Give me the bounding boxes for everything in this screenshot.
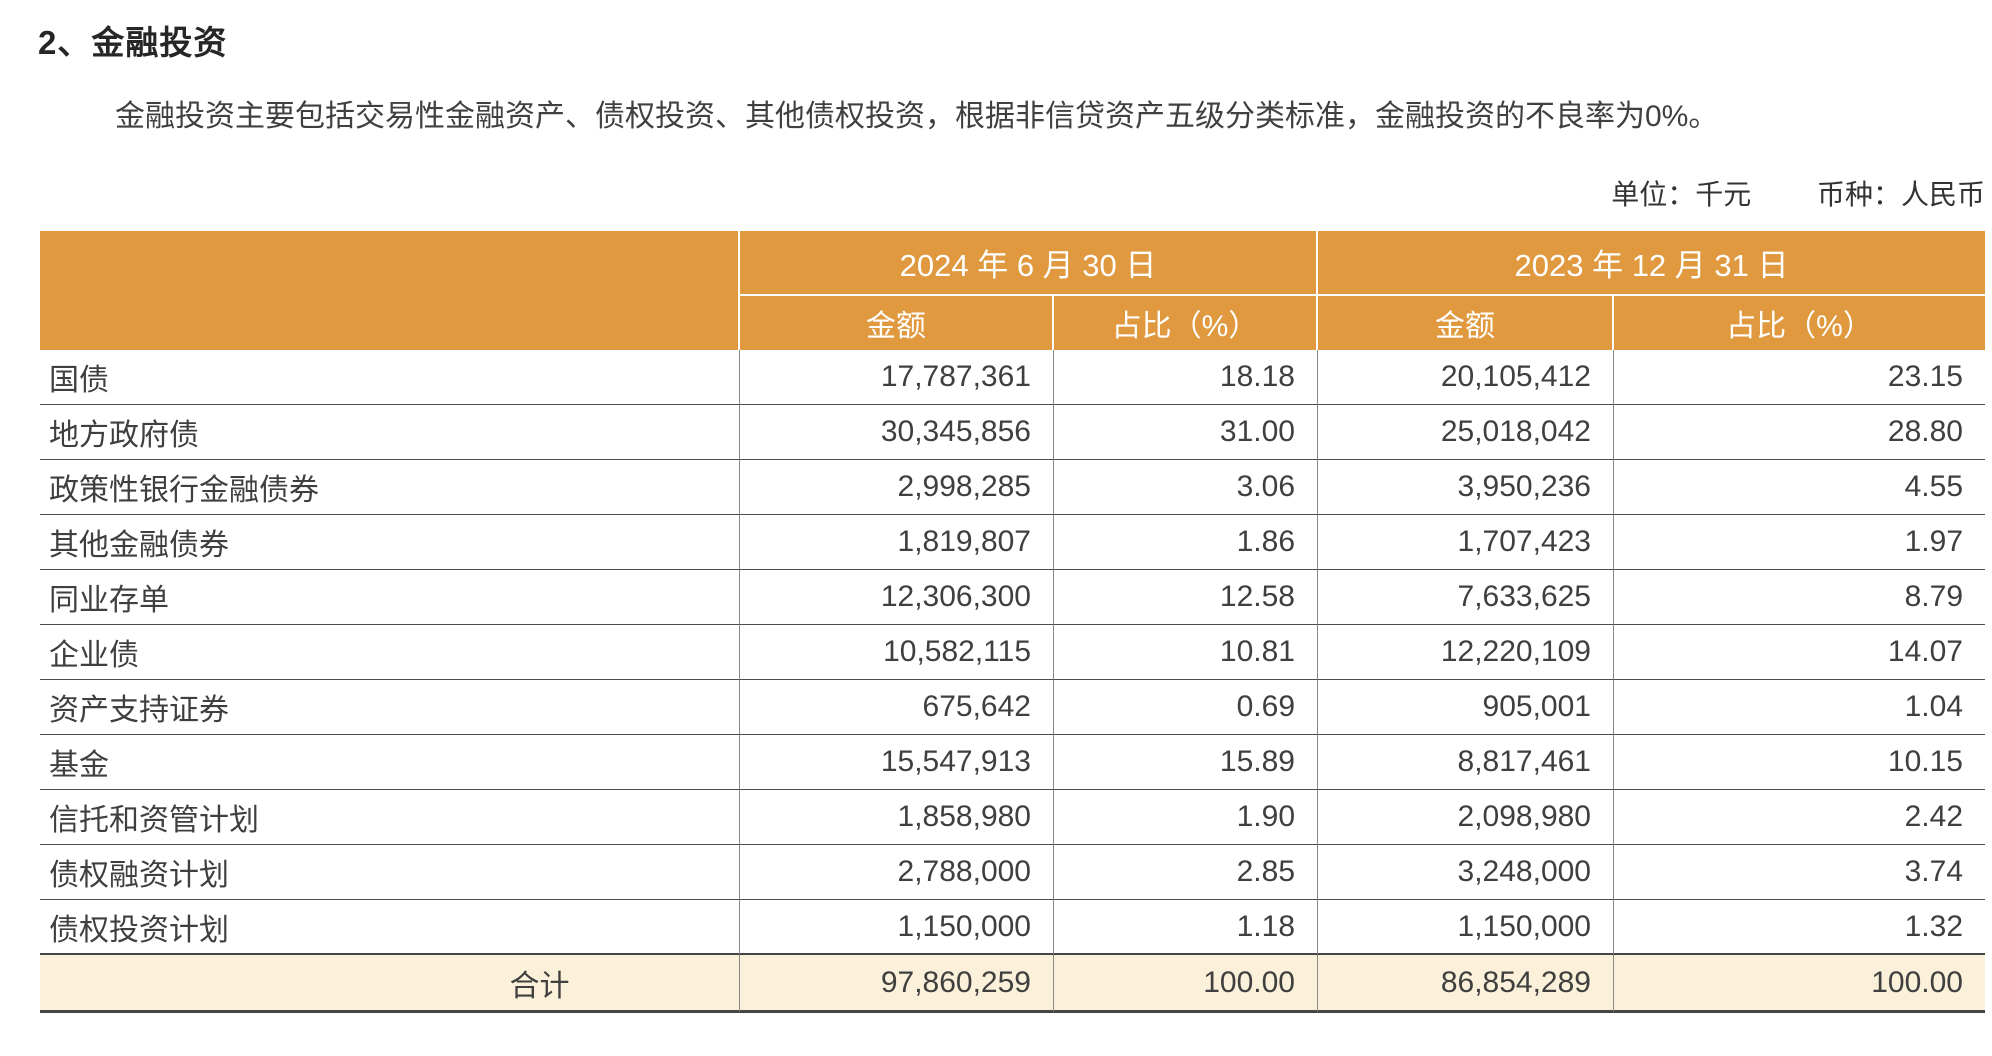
table-row: 国债 17,787,361 18.18 20,105,412 23.15 xyxy=(40,350,1985,405)
subheader-amount-2023: 金额 xyxy=(1318,296,1614,350)
amount-2024-cell: 675,642 xyxy=(740,680,1054,735)
amount-2023-cell: 8,817,461 xyxy=(1318,735,1614,790)
pct-2023-cell: 3.74 xyxy=(1614,845,1985,900)
table-row: 基金 15,547,913 15.89 8,817,461 10.15 xyxy=(40,735,1985,790)
row-label: 基金 xyxy=(40,735,740,790)
subheader-amount-2024: 金额 xyxy=(740,296,1054,350)
row-label: 同业存单 xyxy=(40,570,740,625)
pct-2024-cell: 12.58 xyxy=(1054,570,1318,625)
amount-2023-cell: 25,018,042 xyxy=(1318,405,1614,460)
pct-2023-cell: 1.97 xyxy=(1614,515,1985,570)
total-label: 合计 xyxy=(40,955,740,1013)
pct-2024-cell: 31.00 xyxy=(1054,405,1318,460)
row-label: 债权投资计划 xyxy=(40,900,740,955)
amount-2024-cell: 2,788,000 xyxy=(740,845,1054,900)
amount-2024-cell: 17,787,361 xyxy=(740,350,1054,405)
pct-2024-cell: 1.86 xyxy=(1054,515,1318,570)
row-label: 债权融资计划 xyxy=(40,845,740,900)
currency-label: 币种：人民币 xyxy=(1816,179,1985,210)
pct-2024-cell: 10.81 xyxy=(1054,625,1318,680)
amount-2024-cell: 10,582,115 xyxy=(740,625,1054,680)
pct-2023-cell: 8.79 xyxy=(1614,570,1985,625)
amount-2024-cell: 1,858,980 xyxy=(740,790,1054,845)
amount-2023-cell: 7,633,625 xyxy=(1318,570,1614,625)
row-label: 政策性银行金融债券 xyxy=(40,460,740,515)
table-row: 企业债 10,582,115 10.81 12,220,109 14.07 xyxy=(40,625,1985,680)
row-label: 国债 xyxy=(40,350,740,405)
subheader-pct-2024: 占比（%） xyxy=(1054,296,1318,350)
total-pct-2024: 100.00 xyxy=(1054,955,1318,1013)
pct-2023-cell: 2.42 xyxy=(1614,790,1985,845)
row-label: 信托和资管计划 xyxy=(40,790,740,845)
header-date-2024: 2024 年 6 月 30 日 xyxy=(740,231,1318,296)
table-row: 债权融资计划 2,788,000 2.85 3,248,000 3.74 xyxy=(40,845,1985,900)
row-label: 企业债 xyxy=(40,625,740,680)
table-row: 同业存单 12,306,300 12.58 7,633,625 8.79 xyxy=(40,570,1985,625)
total-row: 合计 97,860,259 100.00 86,854,289 100.00 xyxy=(40,955,1985,1013)
header-row-dates: 2024 年 6 月 30 日 2023 年 12 月 31 日 xyxy=(40,231,1985,350)
table-row: 资产支持证券 675,642 0.69 905,001 1.04 xyxy=(40,680,1985,735)
amount-2023-cell: 12,220,109 xyxy=(1318,625,1614,680)
table-row: 债权投资计划 1,150,000 1.18 1,150,000 1.32 xyxy=(40,900,1985,955)
table-row: 政策性银行金融债券 2,998,285 3.06 3,950,236 4.55 xyxy=(40,460,1985,515)
intro-paragraph: 金融投资主要包括交易性金融资产、债权投资、其他债权投资，根据非信贷资产五级分类标… xyxy=(115,100,1719,133)
row-label: 资产支持证券 xyxy=(40,680,740,735)
section-title: 2、金融投资 xyxy=(38,24,228,61)
pct-2024-cell: 0.69 xyxy=(1054,680,1318,735)
header-date-2023: 2023 年 12 月 31 日 xyxy=(1318,231,1985,296)
table-row: 信托和资管计划 1,858,980 1.90 2,098,980 2.42 xyxy=(40,790,1985,845)
total-pct-2023: 100.00 xyxy=(1614,955,1985,1013)
row-label: 其他金融债券 xyxy=(40,515,740,570)
unit-note: 单位：千元 币种：人民币 xyxy=(0,173,1985,213)
amount-2024-cell: 30,345,856 xyxy=(740,405,1054,460)
amount-2024-cell: 2,998,285 xyxy=(740,460,1054,515)
financial-investment-table: 2024 年 6 月 30 日 2023 年 12 月 31 日 金额 占比（%… xyxy=(40,231,1985,1013)
pct-2023-cell: 4.55 xyxy=(1614,460,1985,515)
table-row: 其他金融债券 1,819,807 1.86 1,707,423 1.97 xyxy=(40,515,1985,570)
pct-2024-cell: 1.18 xyxy=(1054,900,1318,955)
pct-2023-cell: 1.04 xyxy=(1614,680,1985,735)
amount-2024-cell: 15,547,913 xyxy=(740,735,1054,790)
subheader-pct-2023: 占比（%） xyxy=(1614,296,1985,350)
amount-2023-cell: 905,001 xyxy=(1318,680,1614,735)
amount-2024-cell: 1,819,807 xyxy=(740,515,1054,570)
pct-2024-cell: 1.90 xyxy=(1054,790,1318,845)
pct-2023-cell: 10.15 xyxy=(1614,735,1985,790)
amount-2023-cell: 3,248,000 xyxy=(1318,845,1614,900)
unit-label: 单位：千元 xyxy=(1611,179,1752,210)
table-row: 地方政府债 30,345,856 31.00 25,018,042 28.80 xyxy=(40,405,1985,460)
pct-2024-cell: 18.18 xyxy=(1054,350,1318,405)
pct-2024-cell: 15.89 xyxy=(1054,735,1318,790)
amount-2023-cell: 1,707,423 xyxy=(1318,515,1614,570)
total-amount-2024: 97,860,259 xyxy=(740,955,1054,1013)
amount-2023-cell: 20,105,412 xyxy=(1318,350,1614,405)
amount-2024-cell: 1,150,000 xyxy=(740,900,1054,955)
pct-2023-cell: 14.07 xyxy=(1614,625,1985,680)
total-amount-2023: 86,854,289 xyxy=(1318,955,1614,1013)
amount-2023-cell: 2,098,980 xyxy=(1318,790,1614,845)
amount-2023-cell: 1,150,000 xyxy=(1318,900,1614,955)
amount-2024-cell: 12,306,300 xyxy=(740,570,1054,625)
header-corner-cell xyxy=(40,231,740,350)
pct-2024-cell: 2.85 xyxy=(1054,845,1318,900)
header-row-subcolumns: 金额 占比（%） 金额 占比（%） xyxy=(40,296,1985,350)
pct-2023-cell: 23.15 xyxy=(1614,350,1985,405)
pct-2023-cell: 1.32 xyxy=(1614,900,1985,955)
pct-2024-cell: 3.06 xyxy=(1054,460,1318,515)
amount-2023-cell: 3,950,236 xyxy=(1318,460,1614,515)
pct-2023-cell: 28.80 xyxy=(1614,405,1985,460)
row-label: 地方政府债 xyxy=(40,405,740,460)
